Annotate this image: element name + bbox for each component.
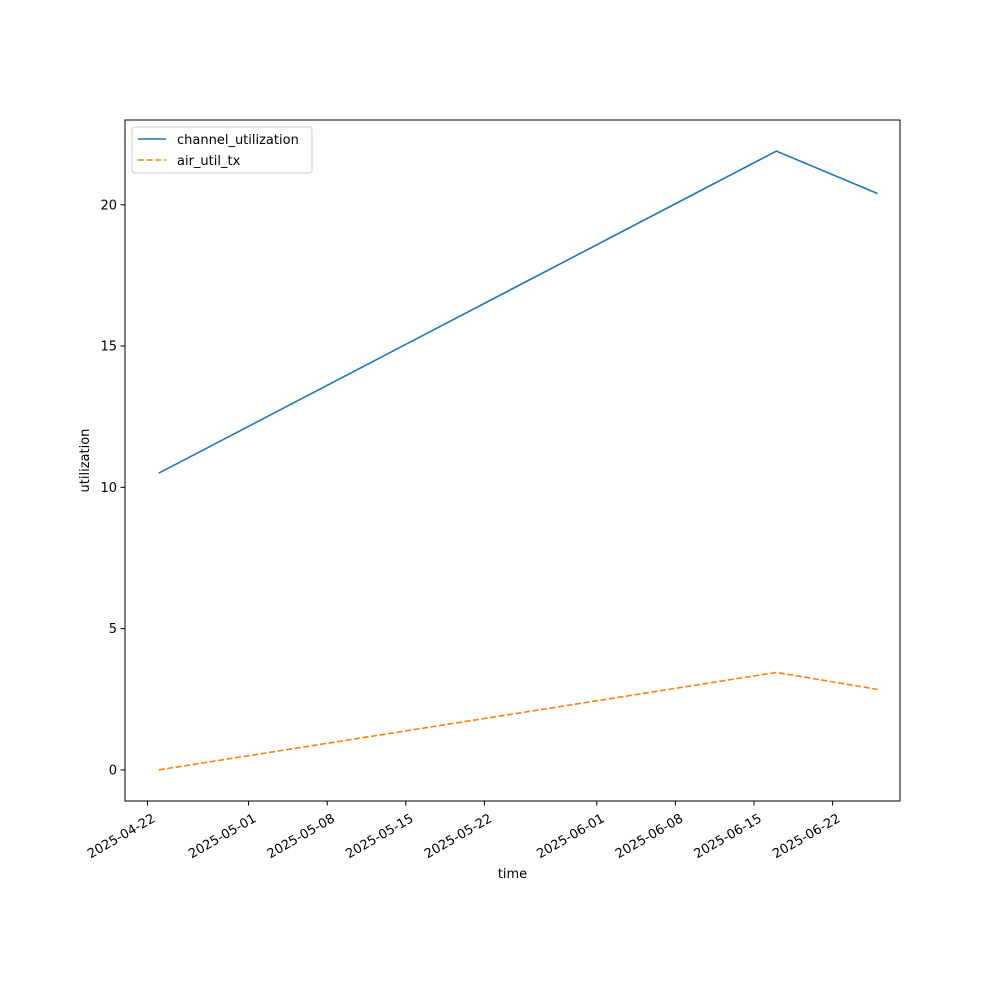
y-axis-label: utilization — [78, 429, 93, 493]
x-tick-label: 2025-05-22 — [422, 811, 495, 862]
x-tick-label: 2025-05-15 — [343, 811, 416, 862]
legend: channel_utilization air_util_tx — [131, 126, 313, 174]
series-line-channel_utilization — [158, 150, 878, 474]
plot-area — [124, 119, 901, 802]
plot-border — [124, 119, 901, 802]
y-tick-label: 10 — [100, 481, 117, 496]
x-tick-label: 2025-04-22 — [85, 811, 158, 862]
legend-label-air_util_tx: air_util_tx — [177, 154, 241, 169]
x-tick-label: 2025-05-01 — [186, 811, 259, 862]
x-axis-label: time — [498, 867, 527, 882]
x-tick-label: 2025-06-15 — [692, 811, 765, 862]
y-tick-label: 5 — [109, 622, 117, 637]
legend-box — [131, 126, 313, 174]
y-tick-label: 15 — [100, 340, 117, 355]
series-layer — [158, 150, 878, 771]
legend-label-channel_utilization: channel_utilization — [177, 133, 299, 148]
x-tick-label: 2025-06-22 — [770, 811, 843, 862]
x-axis: 2025-04-22 2025-05-01 2025-05-08 2025-05-15… — [85, 801, 843, 862]
y-tick-label: 20 — [100, 198, 117, 213]
x-tick-label: 2025-06-01 — [534, 811, 607, 862]
x-tick-label: 2025-05-08 — [265, 811, 338, 862]
y-axis: 0 5 10 15 20 — [100, 198, 125, 778]
series-line-air_util_tx — [158, 671, 878, 771]
x-tick-label: 2025-06-08 — [613, 811, 686, 862]
y-tick-label: 0 — [109, 763, 117, 778]
